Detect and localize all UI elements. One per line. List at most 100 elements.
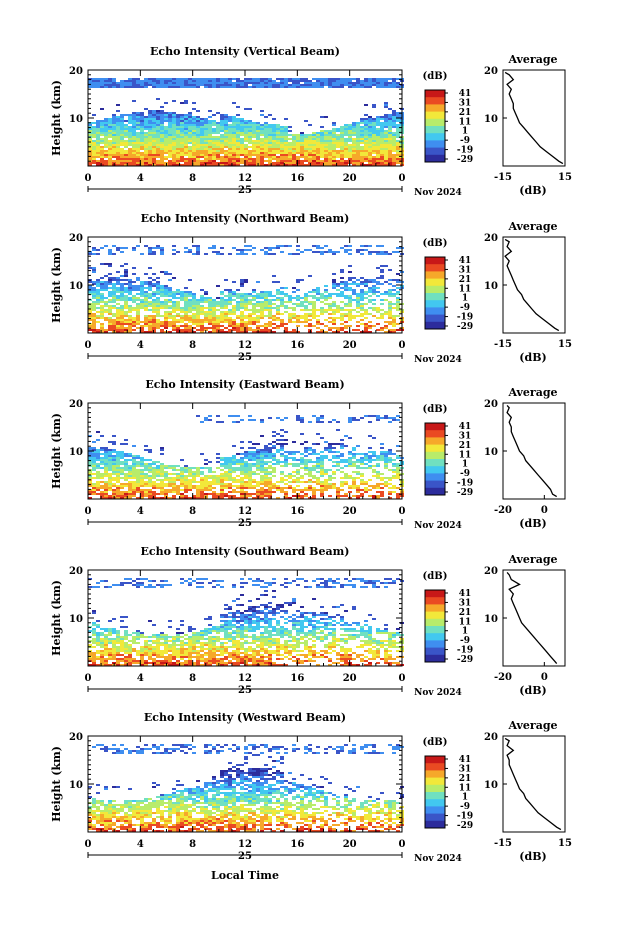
average-y-tick-label: 10	[484, 114, 498, 125]
heatmap-cell	[104, 146, 108, 148]
heatmap-cell	[152, 134, 156, 136]
heatmap-cell	[304, 138, 308, 140]
heatmap-cell	[260, 497, 264, 499]
heatmap-cell	[252, 487, 256, 489]
heatmap-cell	[236, 315, 240, 317]
colorbar-band	[425, 111, 445, 115]
heatmap-cell	[360, 299, 364, 301]
heatmap-cell	[336, 329, 340, 331]
heatmap-cell	[304, 319, 308, 321]
heatmap-cell	[312, 136, 316, 138]
heatmap-cell	[96, 311, 100, 313]
heatmap-cell	[344, 287, 348, 289]
heatmap-cell	[268, 307, 272, 309]
heatmap-cell	[364, 160, 368, 162]
colorbar-band	[425, 264, 445, 268]
heatmap-cell	[128, 315, 132, 317]
heatmap-cell	[108, 164, 112, 166]
heatmap-cell	[208, 152, 212, 154]
heatmap-cell	[244, 477, 248, 479]
heatmap-cell	[188, 299, 192, 301]
heatmap-cell	[156, 156, 160, 158]
heatmap-cell	[280, 245, 284, 247]
heatmap-cell	[304, 154, 308, 156]
heatmap-cell	[296, 245, 300, 247]
heatmap-cell	[108, 281, 112, 283]
colorbar-band	[425, 257, 445, 260]
heatmap-cell	[320, 140, 324, 142]
heatmap-cell	[148, 122, 152, 124]
heatmap-cell	[352, 164, 356, 166]
heatmap-cell	[112, 142, 116, 144]
heatmap-cell	[280, 136, 284, 138]
heatmap-cell	[352, 86, 356, 88]
heatmap-cell	[300, 419, 304, 421]
heatmap-cell	[176, 136, 180, 138]
heatmap-cell	[324, 116, 328, 118]
heatmap-cell	[208, 140, 212, 142]
heatmap-cell	[292, 78, 296, 80]
heatmap-cell	[120, 313, 124, 315]
heatmap-cell	[188, 122, 192, 124]
heatmap-cell	[256, 150, 260, 152]
heatmap-cell	[308, 303, 312, 305]
heatmap-cell	[104, 140, 108, 142]
heatmap-cell	[148, 309, 152, 311]
heatmap-cell	[264, 154, 268, 156]
heatmap-cell	[328, 82, 332, 84]
heatmap-cell	[140, 285, 144, 287]
heatmap-cell	[368, 82, 372, 84]
heatmap-cell	[292, 150, 296, 152]
heatmap-cell	[304, 297, 308, 299]
heatmap-cell	[264, 146, 268, 148]
heatmap-cell	[148, 317, 152, 319]
heatmap-cell	[132, 132, 136, 134]
heatmap-cell	[184, 84, 188, 86]
heatmap-cell	[160, 142, 164, 144]
heatmap-cell	[108, 329, 112, 331]
heatmap-cell	[164, 475, 168, 477]
heatmap-cell	[112, 82, 116, 84]
heatmap-cell	[128, 323, 132, 325]
heatmap-cell	[244, 253, 248, 255]
heatmap-cell	[288, 485, 292, 487]
heatmap-cell	[296, 140, 300, 142]
heatmap-cell	[144, 162, 148, 164]
heatmap-cell	[176, 325, 180, 327]
heatmap-cell	[236, 158, 240, 160]
heatmap-cell	[380, 154, 384, 156]
heatmap-cell	[280, 140, 284, 142]
heatmap-cell	[296, 162, 300, 164]
heatmap-cell	[388, 301, 392, 303]
heatmap-cell	[300, 309, 304, 311]
heatmap-cell	[308, 475, 312, 477]
heatmap-cell	[292, 317, 296, 319]
heatmap-cell	[268, 142, 272, 144]
heatmap-cell	[308, 144, 312, 146]
heatmap-cell	[304, 487, 308, 489]
heatmap-cell	[136, 114, 140, 116]
heatmap-cell	[120, 471, 124, 473]
heatmap-cell	[116, 291, 120, 293]
heatmap-cell	[272, 491, 276, 493]
heatmap-cell	[140, 495, 144, 497]
heatmap-cell	[208, 313, 212, 315]
heatmap-cell	[228, 118, 232, 120]
heatmap-cell	[92, 150, 96, 152]
heatmap-cell	[148, 156, 152, 158]
heatmap-cell	[204, 152, 208, 154]
heatmap-cell	[304, 78, 308, 80]
heatmap-cell	[220, 311, 224, 313]
heatmap-cell	[244, 122, 248, 124]
heatmap-cell	[228, 477, 232, 479]
heatmap-cell	[132, 128, 136, 130]
heatmap-cell	[232, 126, 236, 128]
heatmap-cell	[140, 459, 144, 461]
heatmap-cell	[232, 124, 236, 126]
heatmap-cell	[240, 154, 244, 156]
heatmap-cell	[148, 128, 152, 130]
heatmap-cell	[340, 315, 344, 317]
heatmap-cell	[184, 116, 188, 118]
heatmap-cell	[332, 132, 336, 134]
heatmap-cell	[228, 483, 232, 485]
